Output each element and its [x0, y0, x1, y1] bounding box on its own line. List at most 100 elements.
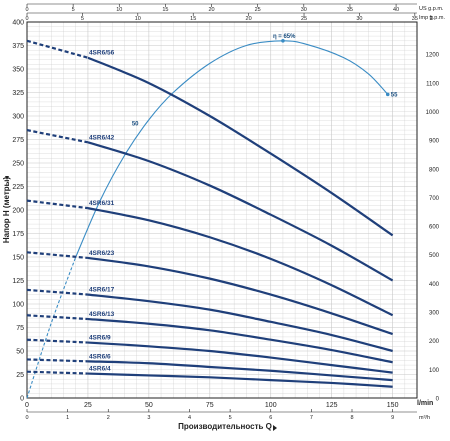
us-gpm-tick-label: 40 — [393, 7, 399, 13]
ft-tick-label: 0 — [436, 397, 440, 403]
efficiency-curve-line — [75, 40, 389, 258]
m3h-tick-label: 9 — [391, 415, 394, 421]
head-curve-line — [87, 207, 394, 317]
y-tick-label: 50 — [16, 349, 24, 356]
efficiency-end-marker — [385, 92, 390, 97]
imp-gpm-tick-label: 15 — [190, 16, 196, 22]
head-curve-dashed — [26, 288, 89, 296]
head-curve-dashed — [26, 358, 88, 363]
ft-tick-label: 1100 — [426, 81, 440, 87]
head-curve-dashed — [26, 129, 89, 144]
y-tick-label: 150 — [12, 255, 24, 262]
x-tick-label: 0 — [25, 402, 29, 409]
curve-label: 4SR6/31 — [89, 200, 115, 207]
y-axis-label: Напор H (метры) — [2, 177, 11, 244]
us-gpm-unit: US g.p.m. — [419, 6, 444, 12]
efficiency-peak-marker — [281, 39, 285, 43]
ft-tick-label: 800 — [429, 167, 440, 173]
efficiency-curve: η = 65% 55 50 — [26, 34, 398, 399]
y-tick-label: 0 — [20, 396, 24, 403]
m3h-tick-label: 7 — [310, 415, 313, 421]
us-gpm-tick-label: 10 — [116, 7, 122, 13]
curve-label: 4SR6/23 — [89, 250, 115, 257]
y-tick-label: 350 — [12, 67, 24, 74]
m3h-unit: m³/h — [419, 415, 430, 421]
curve-label: 4SR6/13 — [89, 311, 115, 318]
y-tick-label: 300 — [12, 114, 24, 121]
m3h-tick-label: 3 — [147, 415, 150, 421]
ft-tick-label: 600 — [429, 225, 440, 231]
ft-tick-label: 500 — [429, 253, 440, 259]
y-tick-label: 250 — [12, 161, 24, 168]
imp-gpm-tick-label: 0 — [25, 16, 28, 22]
curve-label: 4SR6/9 — [89, 335, 111, 342]
m3h-tick-label: 1 — [66, 415, 69, 421]
y-tick-label: 375 — [12, 43, 24, 50]
x-tick-label: 75 — [206, 402, 214, 409]
head-curve-line — [87, 256, 393, 336]
curve-label: 4SR6/6 — [89, 353, 111, 360]
head-curve-dashed — [26, 314, 89, 321]
head-curve-line — [87, 141, 394, 282]
x-tick-label: 125 — [326, 402, 338, 409]
tick-labels: 0255075100125150175200225250275300325350… — [12, 4, 445, 421]
head-curve-dashed — [26, 338, 88, 344]
head-curves — [26, 39, 394, 388]
plot-frame — [26, 21, 418, 399]
ft-tick-label: 900 — [429, 139, 440, 145]
head-curve-dashed — [26, 199, 89, 210]
x-tick-label: 100 — [265, 402, 277, 409]
efficiency-right-label: 55 — [391, 92, 398, 98]
ft-tick-label: 700 — [429, 196, 440, 202]
head-curve-line — [87, 317, 393, 364]
us-gpm-tick-label: 5 — [72, 7, 75, 13]
us-gpm-tick-label: 20 — [208, 7, 214, 13]
us-gpm-tick-label: 35 — [347, 7, 353, 13]
x-tick-label: 50 — [145, 402, 153, 409]
y-tick-label: 200 — [12, 208, 24, 215]
head-curve-line — [87, 56, 394, 237]
curve-label: 4SR6/56 — [89, 50, 115, 57]
head-curve-dashed — [26, 251, 89, 260]
x-tick-label: 25 — [84, 402, 92, 409]
x-unit-label: l/min — [417, 400, 433, 407]
head-curve-line — [87, 341, 393, 374]
x-label-arrow — [273, 425, 277, 431]
imp-gpm-tick-label: 10 — [135, 16, 141, 22]
y-tick-label: 400 — [12, 20, 24, 27]
m3h-tick-label: 5 — [229, 415, 232, 421]
m3h-tick-label: 4 — [188, 415, 191, 421]
m3h-tick-label: 2 — [107, 415, 110, 421]
imp-gpm-tick-label: 35 — [412, 16, 418, 22]
ft-tick-label: 300 — [429, 311, 440, 317]
y-tick-label: 25 — [16, 372, 24, 379]
efficiency-left-label: 50 — [132, 121, 139, 127]
us-gpm-tick-label: 15 — [162, 7, 168, 13]
grid — [26, 21, 418, 399]
x-axis-label: Производительность Q — [178, 422, 272, 431]
us-gpm-tick-label: 0 — [25, 7, 28, 13]
ft-tick-label: 200 — [429, 339, 440, 345]
imp-gpm-tick-label: 30 — [356, 16, 362, 22]
head-curve-line — [87, 293, 393, 353]
head-curve-dashed — [26, 39, 89, 59]
ft-tick-label: 1200 — [426, 53, 440, 59]
m3h-tick-label: 6 — [269, 415, 272, 421]
imp-gpm-unit: Imp g.p.m. — [419, 15, 445, 21]
head-curve-line — [87, 372, 393, 388]
y-tick-label: 75 — [16, 325, 24, 332]
y-tick-label: 175 — [12, 231, 24, 238]
axes — [5, 3, 418, 431]
imp-gpm-tick-label: 5 — [81, 16, 84, 22]
curve-labels: 4SR6/56 4SR6/42 4SR6/31 4SR6/23 4SR6/17 4SR6/… — [89, 50, 115, 373]
ft-tick-label: 1000 — [426, 110, 440, 116]
head-curve-dashed — [26, 370, 88, 375]
m3h-tick-label: 8 — [350, 415, 353, 421]
y-tick-label: 100 — [12, 302, 24, 309]
curve-label: 4SR6/4 — [89, 366, 111, 373]
m3h-tick-label: 0 — [25, 415, 28, 421]
y-tick-label: 125 — [12, 278, 24, 285]
y-tick-label: 275 — [12, 137, 24, 144]
imp-gpm-tick-label: 20 — [246, 16, 252, 22]
